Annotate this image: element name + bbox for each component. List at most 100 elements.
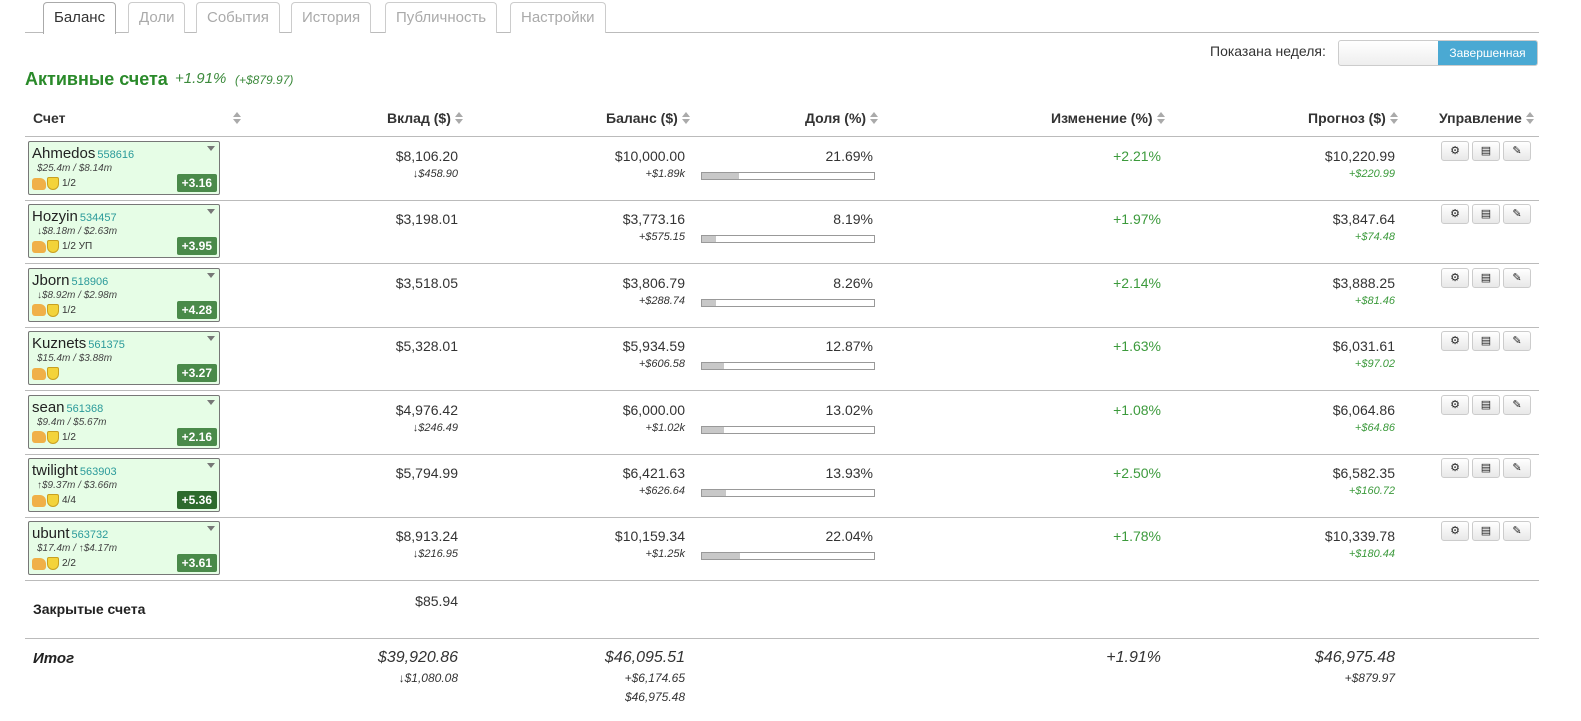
settings-button[interactable]: ⚙ xyxy=(1441,141,1469,161)
account-card[interactable]: Ahmedos 558616 $25.4m / $8.14m 1/2 +3.16 xyxy=(28,141,220,195)
details-button[interactable]: ▤ xyxy=(1472,267,1500,288)
col-share[interactable]: Доля (%) xyxy=(805,110,879,126)
balance-change: +$1.89k xyxy=(645,168,685,180)
account-name-wrap: Hozyin 534457 xyxy=(32,208,117,225)
tab-balance[interactable]: Баланс xyxy=(43,2,117,34)
account-id[interactable]: 518906 xyxy=(71,275,109,288)
settings-button[interactable]: ⚙ xyxy=(1441,521,1469,542)
tab-shares[interactable]: Доли xyxy=(128,2,186,33)
pencil-icon: ✎ xyxy=(1512,462,1522,474)
tab-events[interactable]: События xyxy=(196,2,280,33)
details-button[interactable]: ▤ xyxy=(1472,204,1500,225)
settings-button[interactable]: ⚙ xyxy=(1441,267,1469,288)
edit-button[interactable]: ✎ xyxy=(1503,141,1531,161)
account-badges: 1/2 xyxy=(32,430,76,444)
edit-button[interactable]: ✎ xyxy=(1503,394,1531,415)
account-id[interactable]: 561368 xyxy=(66,402,104,415)
chevron-down-icon[interactable] xyxy=(207,146,215,151)
edit-button[interactable]: ✎ xyxy=(1503,204,1531,225)
deposit-value: $8,106.20 xyxy=(395,148,458,164)
edit-button[interactable]: ✎ xyxy=(1503,267,1531,288)
chevron-down-icon[interactable] xyxy=(207,526,215,532)
share-bar xyxy=(701,489,875,497)
table-row: Ahmedos 558616 $25.4m / $8.14m 1/2 +3.16 $8,1… xyxy=(25,137,1539,201)
chevron-down-icon[interactable] xyxy=(207,209,215,215)
forecast-change: +$180.44 xyxy=(1348,548,1395,561)
settings-button[interactable]: ⚙ xyxy=(1441,331,1469,352)
details-button[interactable]: ▤ xyxy=(1472,394,1500,415)
balance-change: +$626.64 xyxy=(638,485,685,497)
account-stats: $25.4m / $8.14m xyxy=(37,163,113,174)
share-value: 8.26% xyxy=(833,274,873,291)
deposit-change: ↓$246.49 xyxy=(412,421,458,434)
account-card[interactable]: ubunt 563732 $17.4m / ↑$4.17m 2/2 +3.61 xyxy=(28,521,220,576)
account-card[interactable]: Kuznets 561375 $15.4m / $3.88m +3.27 xyxy=(28,331,220,386)
sort-icon xyxy=(454,112,463,124)
deposit-value: $3,198.01 xyxy=(395,211,458,228)
share-bar-fill xyxy=(702,173,740,179)
account-card[interactable]: Jborn 518906 ↓$8.92m / $2.98m 1/2 +4.28 xyxy=(28,267,220,322)
total-forecast: $46,975.48 xyxy=(1314,649,1395,666)
chevron-down-icon[interactable] xyxy=(207,399,215,405)
sort-icon xyxy=(1525,112,1534,124)
edit-button[interactable]: ✎ xyxy=(1503,521,1531,542)
account-card[interactable]: sean 561368 $9.4m / $5.67m 1/2 +2.16 xyxy=(28,394,220,449)
chevron-down-icon[interactable] xyxy=(207,336,215,342)
col-change[interactable]: Изменение (%) xyxy=(1051,110,1165,126)
shield-icon xyxy=(47,177,59,190)
sort-icon[interactable] xyxy=(233,112,241,124)
edit-button[interactable]: ✎ xyxy=(1503,331,1531,352)
details-button[interactable]: ▤ xyxy=(1472,458,1500,478)
account-card[interactable]: Hozyin 534457 ↓$8.18m / $2.63m 1/2 УП +3.95 xyxy=(28,204,220,259)
account-stats: ↑$9.37m / $3.66m xyxy=(37,480,118,491)
balance-change: +$606.58 xyxy=(638,358,685,371)
account-id[interactable]: 558616 xyxy=(97,149,135,161)
account-badges: 1/2 xyxy=(32,303,76,317)
details-button[interactable]: ▤ xyxy=(1472,141,1500,161)
total-deposit: $39,920.86 xyxy=(377,649,458,666)
edit-button[interactable]: ✎ xyxy=(1503,458,1531,478)
details-button[interactable]: ▤ xyxy=(1472,521,1500,542)
week-toggle[interactable]: Завершенная xyxy=(1338,40,1538,66)
details-button[interactable]: ▤ xyxy=(1472,331,1500,352)
total-balance-change: +$6,174.65 xyxy=(624,671,685,685)
chevron-down-icon[interactable] xyxy=(207,463,215,468)
account-stats: ↓$8.18m / $2.63m xyxy=(37,226,118,238)
week-option-completed[interactable]: Завершенная xyxy=(1438,41,1537,65)
settings-button[interactable]: ⚙ xyxy=(1441,394,1469,415)
account-score: +3.95 xyxy=(176,237,217,256)
account-badge-text: 2/2 xyxy=(62,558,76,570)
tab-bar: Баланс Доли События История Публичность … xyxy=(25,0,1539,34)
deposit-value: $5,794.99 xyxy=(395,465,458,481)
list-icon: ▤ xyxy=(1480,525,1492,538)
tab-settings[interactable]: Настройки xyxy=(510,2,606,33)
chevron-down-icon[interactable] xyxy=(207,272,215,278)
account-card[interactable]: twilight 563903 ↑$9.37m / $3.66m 4/4 +5.36 xyxy=(28,458,220,512)
forecast-value: $6,582.35 xyxy=(1332,465,1395,481)
thumbs-up-icon xyxy=(32,557,46,570)
account-id[interactable]: 561375 xyxy=(88,339,125,352)
share-bar xyxy=(701,235,875,244)
col-forecast[interactable]: Прогноз ($) xyxy=(1308,110,1398,126)
account-id[interactable]: 563732 xyxy=(71,529,109,542)
pencil-icon: ✎ xyxy=(1512,208,1522,221)
deposit-value: $3,518.05 xyxy=(395,274,458,291)
settings-button[interactable]: ⚙ xyxy=(1441,204,1469,225)
account-name-wrap: sean 561368 xyxy=(32,399,103,416)
tab-history[interactable]: История xyxy=(291,2,372,33)
settings-button[interactable]: ⚙ xyxy=(1441,458,1469,478)
table-row: sean 561368 $9.4m / $5.67m 1/2 +2.16 $4,976.4… xyxy=(25,391,1539,455)
col-control[interactable]: Управление xyxy=(1439,110,1534,126)
account-id[interactable]: 534457 xyxy=(79,212,117,225)
col-account[interactable]: Счет xyxy=(33,110,66,126)
sort-icon xyxy=(1156,112,1165,124)
account-name: ubunt xyxy=(32,525,70,543)
account-id[interactable]: 563903 xyxy=(79,466,117,478)
tab-publicity[interactable]: Публичность xyxy=(385,2,498,33)
thumbs-up-icon xyxy=(32,367,46,380)
share-bar xyxy=(701,172,875,180)
col-deposit[interactable]: Вклад ($) xyxy=(387,110,463,126)
account-name: sean xyxy=(32,398,65,416)
col-balance[interactable]: Баланс ($) xyxy=(606,110,690,126)
account-name: twilight xyxy=(32,462,78,479)
